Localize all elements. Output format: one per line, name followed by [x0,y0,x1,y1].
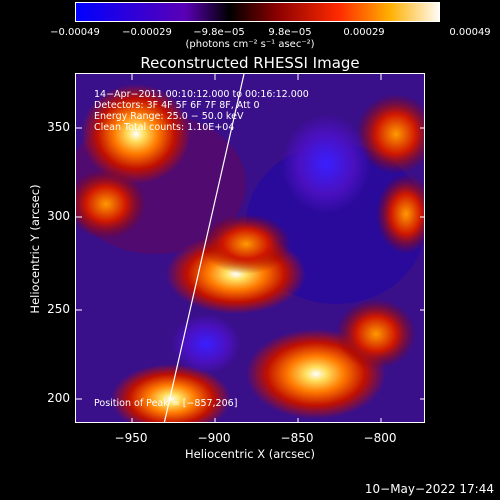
x-tick-label: −850 [280,431,314,445]
solar-limb-line [163,74,245,422]
colorbar-gradient [75,2,440,22]
annotation-energy: Energy Range: 25.0 − 50.0 keV [94,111,244,122]
annotation-peak-position: Position of Peak = [−857,206] [94,398,238,409]
colorbar [75,2,440,22]
x-axis-label: Heliocentric X (arcsec) [185,447,315,461]
annotation-counts: Clean Total counts: 1.10E+04 [94,122,235,133]
colorbar-tick: 9.8e−05 [268,27,312,38]
image-title: Reconstructed RHESSI Image [140,54,360,72]
x-tick-label: −900 [197,431,231,445]
y-axis-label: Heliocentric Y (arcsec) [28,184,42,314]
rhessi-image: 14−Apr−2011 00:10:12.000 to 00:16:12.000… [75,73,425,423]
x-tick-label: −800 [363,431,397,445]
y-tick-label: 250 [47,302,70,316]
y-tick-label: 200 [47,391,70,405]
x-tick-label: −950 [114,431,148,445]
timestamp-footer: 10−May−2022 17:44 [364,482,494,496]
annotation-time-range: 14−Apr−2011 00:10:12.000 to 00:16:12.000 [94,89,309,100]
colorbar-tick: 0.00029 [343,27,385,38]
colorbar-tick: 0.00049 [449,27,491,38]
colorbar-tick: −0.00049 [50,27,100,38]
y-tick-label: 300 [47,209,70,223]
image-map [76,74,424,422]
annotation-detectors: Detectors: 3F 4F 5F 6F 7F 8F, Att 0 [94,100,260,111]
colorbar-units: (photons cm⁻² s⁻¹ asec⁻²) [185,39,315,50]
y-tick-label: 350 [47,120,70,134]
colorbar-tick: −0.00029 [122,27,172,38]
colorbar-tick: −9.8e−05 [193,27,245,38]
